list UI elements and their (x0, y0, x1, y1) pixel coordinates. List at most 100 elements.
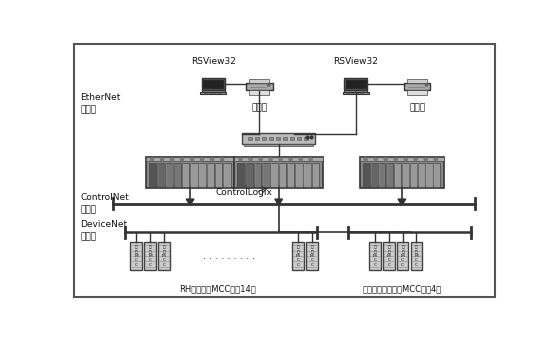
Text: 智
能
M
C
C: 智 能 M C C (387, 245, 391, 267)
Circle shape (180, 158, 184, 161)
Bar (362, 163, 370, 187)
Text: 智
能
M
C
C: 智 能 M C C (134, 245, 138, 267)
Bar (244, 144, 313, 146)
Bar (402, 163, 409, 187)
Bar (254, 163, 261, 187)
Bar (386, 163, 393, 187)
Bar (270, 163, 278, 187)
Bar (190, 163, 198, 187)
Bar (407, 91, 427, 95)
Bar (248, 137, 252, 140)
Bar (344, 90, 367, 92)
Bar (279, 163, 286, 187)
Bar (201, 78, 225, 90)
Circle shape (434, 158, 437, 161)
Bar (246, 83, 273, 91)
Bar (149, 163, 157, 187)
Bar (379, 163, 385, 187)
Bar (360, 157, 444, 188)
Bar (290, 137, 294, 140)
Bar (404, 83, 430, 91)
Circle shape (259, 158, 262, 161)
Text: RSView32: RSView32 (333, 57, 378, 66)
Circle shape (190, 158, 194, 161)
Bar (394, 163, 401, 187)
Bar (158, 242, 170, 270)
Bar (346, 80, 366, 89)
Circle shape (299, 158, 302, 161)
Bar (223, 163, 230, 187)
Bar (383, 242, 395, 270)
Bar (130, 242, 142, 270)
Circle shape (364, 158, 367, 161)
Bar (200, 92, 226, 94)
Text: RH系统智能MCC共计14面: RH系统智能MCC共计14面 (179, 285, 255, 294)
Bar (146, 157, 234, 161)
Bar (157, 163, 165, 187)
Text: RSView32: RSView32 (191, 57, 236, 66)
Bar (182, 163, 189, 187)
Bar (249, 91, 269, 95)
Text: 智
能
M
C
C: 智 能 M C C (296, 245, 300, 267)
Bar (344, 78, 367, 90)
Bar (342, 92, 369, 94)
Polygon shape (398, 199, 406, 205)
Text: ControlNet
控制网: ControlNet 控制网 (80, 193, 129, 214)
Bar (249, 79, 269, 83)
Bar (407, 79, 427, 83)
Text: 智
能
M
C
C: 智 能 M C C (401, 245, 405, 267)
Text: 打印机: 打印机 (409, 104, 425, 113)
Bar (292, 242, 304, 270)
Bar (287, 163, 294, 187)
Bar (198, 163, 206, 187)
Bar (283, 137, 287, 140)
Circle shape (289, 158, 292, 161)
Bar (246, 163, 253, 187)
Bar (146, 157, 234, 188)
Circle shape (384, 158, 387, 161)
Text: DeviceNet
设备网: DeviceNet 设备网 (80, 220, 127, 241)
Bar (206, 163, 214, 187)
Circle shape (249, 158, 252, 161)
Bar (165, 163, 173, 187)
Bar (295, 163, 302, 187)
Bar (297, 137, 301, 140)
Bar (262, 137, 266, 140)
Text: 二次除尘系统智能MCC共计4面: 二次除尘系统智能MCC共计4面 (362, 285, 441, 294)
Circle shape (200, 158, 204, 161)
Circle shape (220, 158, 224, 161)
Circle shape (309, 158, 312, 161)
Circle shape (279, 158, 282, 161)
Bar (397, 242, 408, 270)
Circle shape (374, 158, 377, 161)
Circle shape (160, 158, 164, 161)
Bar (242, 133, 315, 144)
Text: . . . . . . . . .: . . . . . . . . . (203, 251, 255, 261)
Circle shape (414, 158, 417, 161)
Circle shape (425, 84, 428, 86)
Bar (433, 163, 440, 187)
Circle shape (404, 158, 407, 161)
Bar (306, 242, 317, 270)
Bar (255, 137, 259, 140)
Text: 智
能
M
C
C: 智 能 M C C (162, 245, 166, 267)
Bar (201, 90, 225, 92)
Bar (304, 163, 311, 187)
Polygon shape (275, 199, 282, 205)
Bar (269, 137, 273, 140)
Text: ControlLogix: ControlLogix (215, 188, 273, 196)
Text: 智
能
M
C
C: 智 能 M C C (415, 245, 418, 267)
Polygon shape (186, 199, 194, 205)
Bar (360, 157, 444, 161)
Circle shape (424, 158, 427, 161)
Circle shape (269, 158, 272, 161)
Bar (276, 137, 280, 140)
Circle shape (170, 158, 174, 161)
Bar (369, 242, 381, 270)
Bar (234, 157, 323, 161)
Bar (304, 137, 307, 140)
Bar (417, 163, 425, 187)
Text: 智
能
M
C
C: 智 能 M C C (148, 245, 152, 267)
Bar (262, 163, 270, 187)
Bar (215, 163, 223, 187)
